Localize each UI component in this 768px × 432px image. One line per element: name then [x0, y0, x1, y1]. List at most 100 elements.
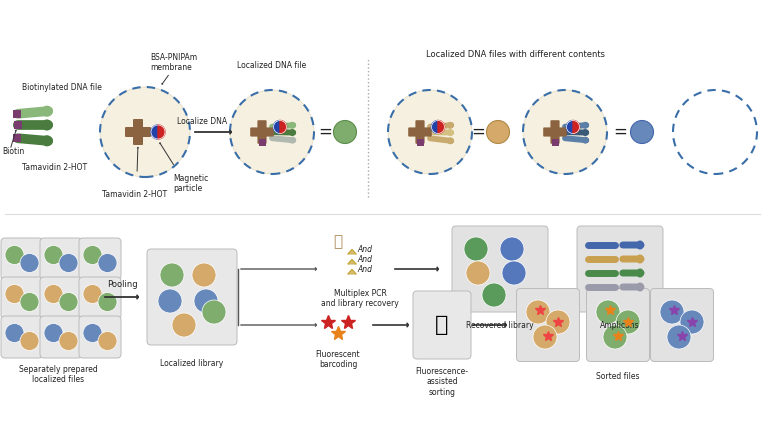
Polygon shape	[280, 121, 286, 133]
Circle shape	[526, 300, 550, 324]
Circle shape	[5, 285, 24, 304]
FancyBboxPatch shape	[133, 119, 143, 145]
FancyBboxPatch shape	[250, 127, 274, 137]
FancyBboxPatch shape	[517, 289, 580, 362]
FancyBboxPatch shape	[543, 127, 567, 137]
Polygon shape	[273, 121, 280, 133]
FancyBboxPatch shape	[587, 289, 650, 362]
Text: Multiplex PCR
and library recovery: Multiplex PCR and library recovery	[321, 289, 399, 308]
Text: Tamavidin 2-HOT: Tamavidin 2-HOT	[102, 190, 167, 199]
Circle shape	[194, 289, 218, 313]
FancyBboxPatch shape	[79, 316, 121, 358]
FancyBboxPatch shape	[1, 277, 43, 319]
Text: Localized DNA file: Localized DNA file	[237, 61, 306, 70]
Text: Separately prepared
localized files: Separately prepared localized files	[18, 365, 98, 384]
FancyBboxPatch shape	[125, 127, 151, 137]
Circle shape	[680, 310, 704, 334]
Circle shape	[83, 245, 102, 264]
Text: And: And	[357, 265, 372, 274]
Text: BSA-PNIPAm
membrane: BSA-PNIPAm membrane	[150, 53, 197, 72]
Circle shape	[533, 325, 557, 349]
Circle shape	[44, 245, 63, 264]
Circle shape	[333, 121, 356, 143]
FancyBboxPatch shape	[40, 316, 82, 358]
Circle shape	[388, 90, 472, 174]
FancyBboxPatch shape	[650, 289, 713, 362]
Polygon shape	[348, 250, 356, 254]
Circle shape	[59, 292, 78, 311]
Text: Fluorescent
barcoding: Fluorescent barcoding	[316, 350, 360, 369]
Circle shape	[20, 331, 39, 350]
Circle shape	[466, 261, 490, 285]
Circle shape	[20, 292, 39, 311]
Polygon shape	[573, 121, 580, 133]
FancyBboxPatch shape	[147, 249, 237, 345]
Circle shape	[523, 90, 607, 174]
FancyBboxPatch shape	[415, 120, 425, 144]
Circle shape	[100, 87, 190, 177]
FancyBboxPatch shape	[79, 238, 121, 280]
FancyBboxPatch shape	[79, 277, 121, 319]
Circle shape	[5, 324, 24, 343]
Text: Sorted files: Sorted files	[596, 372, 640, 381]
Circle shape	[603, 325, 627, 349]
Circle shape	[59, 254, 78, 273]
Polygon shape	[348, 260, 356, 264]
Circle shape	[20, 254, 39, 273]
Circle shape	[596, 300, 620, 324]
Text: Localized DNA files with different contents: Localized DNA files with different conte…	[425, 50, 604, 59]
Circle shape	[44, 285, 63, 304]
Polygon shape	[432, 121, 438, 133]
FancyBboxPatch shape	[413, 291, 471, 359]
Circle shape	[546, 310, 570, 334]
Polygon shape	[151, 125, 158, 139]
Circle shape	[160, 263, 184, 287]
FancyBboxPatch shape	[1, 238, 43, 280]
Circle shape	[98, 254, 117, 273]
Circle shape	[44, 324, 63, 343]
Circle shape	[98, 331, 117, 350]
FancyBboxPatch shape	[409, 127, 432, 137]
Text: Biotinylated DNA file: Biotinylated DNA file	[22, 83, 102, 92]
Circle shape	[631, 121, 654, 143]
Text: 🍄: 🍄	[333, 235, 343, 250]
Polygon shape	[348, 270, 356, 274]
Text: =: =	[471, 123, 485, 141]
Circle shape	[202, 300, 226, 324]
Text: Magnetic
particle: Magnetic particle	[173, 174, 208, 194]
Text: Fluorescence-
assisted
sorting: Fluorescence- assisted sorting	[415, 367, 468, 397]
Circle shape	[660, 300, 684, 324]
Circle shape	[83, 285, 102, 304]
Circle shape	[502, 261, 526, 285]
Text: Recovered library: Recovered library	[466, 321, 534, 330]
Circle shape	[83, 324, 102, 343]
Circle shape	[500, 237, 524, 261]
Circle shape	[667, 325, 691, 349]
Circle shape	[230, 90, 314, 174]
Polygon shape	[567, 121, 573, 133]
Text: And: And	[357, 255, 372, 264]
Circle shape	[158, 289, 182, 313]
FancyBboxPatch shape	[40, 238, 82, 280]
Circle shape	[486, 121, 509, 143]
Circle shape	[5, 245, 24, 264]
Text: =: =	[318, 123, 332, 141]
FancyBboxPatch shape	[1, 316, 43, 358]
Text: =: =	[613, 123, 627, 141]
Text: Biotin: Biotin	[2, 147, 25, 156]
Text: Localize DNA: Localize DNA	[177, 117, 227, 126]
Circle shape	[192, 263, 216, 287]
FancyBboxPatch shape	[577, 226, 663, 312]
FancyBboxPatch shape	[13, 110, 21, 118]
FancyBboxPatch shape	[257, 120, 266, 144]
FancyBboxPatch shape	[551, 139, 558, 146]
FancyBboxPatch shape	[13, 134, 21, 142]
Text: Localized library: Localized library	[161, 359, 223, 368]
Text: Pooling: Pooling	[107, 280, 137, 289]
FancyBboxPatch shape	[14, 121, 22, 129]
Polygon shape	[438, 121, 445, 133]
FancyBboxPatch shape	[452, 226, 548, 312]
Circle shape	[464, 237, 488, 261]
Text: Amplicons: Amplicons	[600, 321, 640, 330]
Polygon shape	[158, 125, 165, 139]
